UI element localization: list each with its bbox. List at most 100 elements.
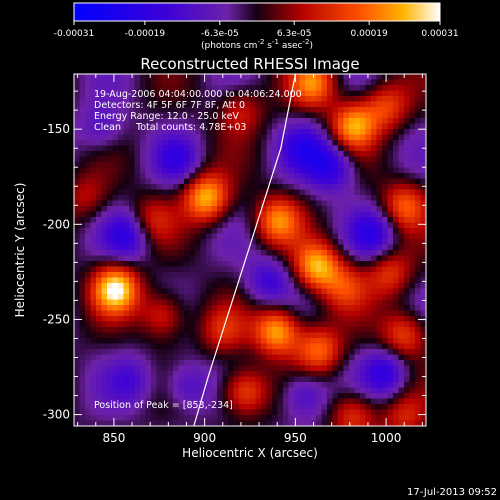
- heatmap-cell: [294, 277, 301, 284]
- heatmap-cell: [90, 239, 97, 246]
- heatmap-cell: [294, 371, 301, 378]
- heatmap-cell: [393, 85, 400, 92]
- heatmap-cell: [173, 365, 180, 372]
- heatmap-cell: [365, 261, 372, 268]
- heatmap-cell: [420, 134, 426, 141]
- heatmap-cell: [145, 90, 152, 97]
- heatmap-cell: [266, 233, 273, 240]
- heatmap-cell: [360, 173, 367, 180]
- heatmap-cell: [393, 129, 400, 136]
- heatmap-cell: [101, 420, 108, 426]
- heatmap-cell: [90, 140, 97, 147]
- heatmap-cell: [255, 409, 262, 416]
- heatmap-cell: [85, 217, 92, 224]
- heatmap-cell: [393, 250, 400, 257]
- heatmap-cell: [129, 217, 136, 224]
- heatmap-cell: [107, 178, 114, 185]
- heatmap-cell: [107, 415, 114, 422]
- heatmap-cell: [332, 211, 339, 218]
- heatmap-cell: [387, 343, 394, 350]
- heatmap-cell: [343, 288, 350, 295]
- heatmap-cell: [338, 228, 345, 235]
- heatmap-cell: [178, 96, 185, 103]
- heatmap-cell: [387, 118, 394, 125]
- heatmap-cell: [96, 167, 103, 174]
- heatmap-cell: [184, 123, 191, 130]
- heatmap-cell: [332, 283, 339, 290]
- heatmap-cell: [244, 79, 251, 86]
- heatmap-cell: [305, 151, 312, 158]
- heatmap-cell: [382, 288, 389, 295]
- heatmap-cell: [96, 404, 103, 411]
- heatmap-cell: [173, 266, 180, 273]
- heatmap-cell: [327, 112, 334, 119]
- heatmap-cell: [404, 156, 411, 163]
- heatmap-cell: [101, 140, 108, 147]
- heatmap-cell: [272, 371, 279, 378]
- heatmap-cell: [354, 294, 361, 301]
- heatmap-cell: [398, 189, 405, 196]
- heatmap-cell: [316, 261, 323, 268]
- heatmap-cell: [173, 156, 180, 163]
- heatmap-cell: [134, 184, 141, 191]
- heatmap-cell: [393, 233, 400, 240]
- heatmap-cell: [277, 239, 284, 246]
- heatmap-cell: [250, 321, 257, 328]
- heatmap-cell: [349, 255, 356, 262]
- heatmap-cell: [189, 173, 196, 180]
- heatmap-cell: [349, 310, 356, 317]
- heatmap-cell: [233, 85, 240, 92]
- heatmap-cell: [327, 101, 334, 108]
- heatmap-cell: [156, 90, 163, 97]
- heatmap-cell: [217, 376, 224, 383]
- heatmap-cell: [184, 382, 191, 389]
- heatmap-cell: [277, 250, 284, 257]
- heatmap-cell: [101, 349, 108, 356]
- heatmap-cell: [365, 167, 372, 174]
- heatmap-cell: [354, 420, 361, 426]
- heatmap-cell: [338, 398, 345, 405]
- heatmap-cell: [409, 178, 416, 185]
- heatmap-cell: [387, 228, 394, 235]
- heatmap-cell: [261, 156, 268, 163]
- heatmap-cell: [134, 211, 141, 218]
- heatmap-cell: [112, 409, 119, 416]
- heatmap-cell: [354, 305, 361, 312]
- heatmap-cell: [415, 211, 422, 218]
- heatmap-cell: [294, 305, 301, 312]
- heatmap-cell: [299, 189, 306, 196]
- heatmap-cell: [310, 349, 317, 356]
- heatmap-cell: [134, 294, 141, 301]
- heatmap-cell: [239, 96, 246, 103]
- heatmap-cell: [305, 184, 312, 191]
- heatmap-cell: [409, 79, 416, 86]
- heatmap-cell: [184, 261, 191, 268]
- heatmap-cell: [211, 200, 218, 207]
- heatmap-cell: [145, 173, 152, 180]
- heatmap-cell: [239, 310, 246, 317]
- heatmap-cell: [195, 382, 202, 389]
- heatmap-cell: [365, 409, 372, 416]
- heatmap-cell: [266, 338, 273, 345]
- heatmap-cell: [332, 354, 339, 361]
- heatmap-cell: [365, 206, 372, 213]
- heatmap-cell: [112, 167, 119, 174]
- heatmap-cell: [118, 376, 125, 383]
- heatmap-cell: [360, 332, 367, 339]
- heatmap-cell: [382, 310, 389, 317]
- heatmap-cell: [140, 239, 147, 246]
- heatmap-cell: [96, 112, 103, 119]
- heatmap-cell: [107, 387, 114, 394]
- heatmap-cell: [195, 173, 202, 180]
- heatmap-cell: [420, 404, 426, 411]
- heatmap-cell: [387, 409, 394, 416]
- heatmap-cell: [382, 189, 389, 196]
- heatmap-cell: [85, 255, 92, 262]
- heatmap-cell: [211, 173, 218, 180]
- heatmap-cell: [239, 129, 246, 136]
- heatmap-cell: [90, 173, 97, 180]
- heatmap-cell: [217, 129, 224, 136]
- heatmap-cell: [167, 129, 174, 136]
- heatmap-cell: [354, 321, 361, 328]
- heatmap-cell: [90, 151, 97, 158]
